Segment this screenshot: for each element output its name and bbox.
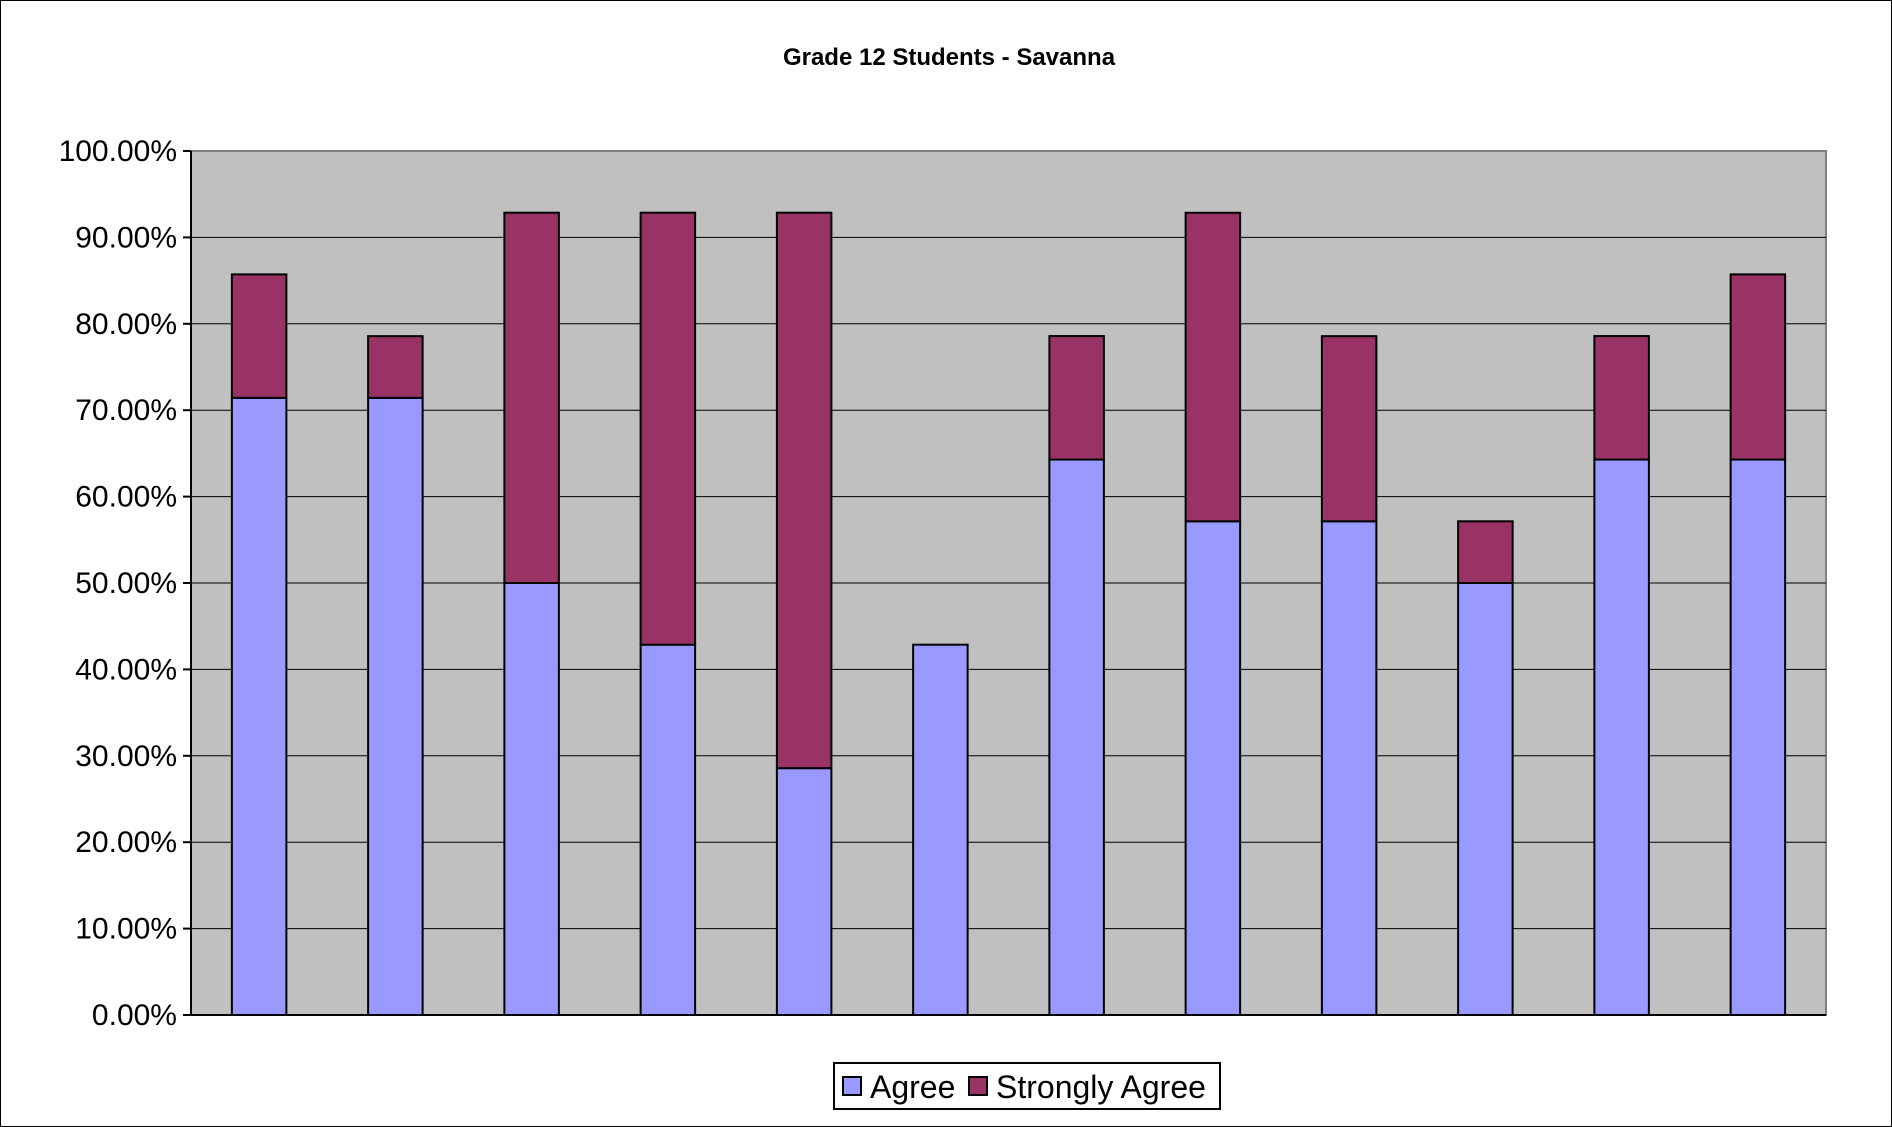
y-tick-label: 90.00% [75,221,177,254]
bar-strongly-agree [1048,335,1105,461]
y-tick-label: 40.00% [75,653,177,686]
bar-agree [367,396,424,1016]
legend-label-agree: Agree [870,1069,955,1105]
bar-strongly-agree [367,335,424,399]
bar-strongly-agree [1184,211,1242,523]
bar-agree [1184,520,1242,1017]
bar-strongly-agree [503,211,560,584]
y-tick-label: 70.00% [75,394,177,427]
bar-strongly-agree [1593,335,1650,461]
bars-layer [230,211,1787,1017]
bar-agree [1593,458,1650,1016]
bar-agree [503,582,560,1016]
bar-strongly-agree [1457,520,1514,585]
bar-strongly-agree [775,211,833,770]
legend-swatch-strongly-agree [968,1076,988,1096]
bar-agree [230,396,288,1016]
y-tick-label: 80.00% [75,308,177,341]
axis-layer: 0.00% 10.00% 20.00% 30.00% 40.00% 50.00% 60.00… [59,135,1826,1032]
bar-agree [1729,458,1787,1016]
bar-agree [912,643,969,1016]
y-tick-label: 30.00% [75,740,177,773]
y-tick-label: 20.00% [75,826,177,859]
bar-agree [1048,458,1105,1016]
legend-swatch-agree [842,1076,862,1096]
bar-strongly-agree [639,211,697,646]
bar-strongly-agree [1320,335,1378,523]
legend-label-strongly-agree: Strongly Agree [996,1069,1206,1105]
y-tick-label: 50.00% [75,567,177,600]
bar-agree [775,767,833,1017]
legend-box [833,1062,1221,1110]
y-tick-label: 10.00% [75,913,177,946]
legend: Agree Strongly Agree [833,1062,1221,1110]
bar-agree [1457,582,1514,1016]
y-tick-label: 0.00% [92,999,177,1032]
grid-layer [191,236,1826,930]
y-tick-label: 60.00% [75,481,177,514]
y-tick-label: 100.00% [59,135,177,168]
bar-agree [639,643,697,1016]
chart-title: Grade 12 Students - Savanna [783,44,1116,71]
bar-strongly-agree [230,273,288,399]
bar-strongly-agree [1729,273,1787,461]
bar-agree [1320,520,1378,1017]
